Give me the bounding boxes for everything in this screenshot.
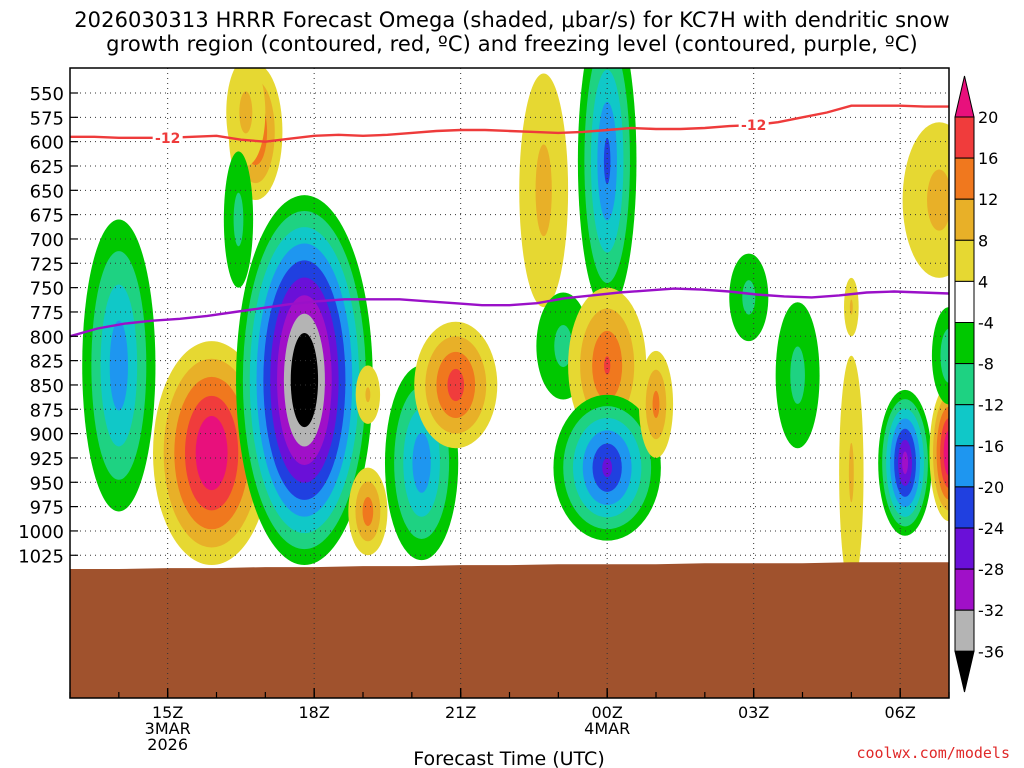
dgz-label-bg-1 (152, 128, 183, 145)
y-tick-label-800: 800 (30, 327, 64, 348)
colorbar-label-16: 16 (978, 149, 998, 168)
colorbar-cap-top (954, 75, 975, 118)
dgz-label-bg-2 (738, 116, 769, 133)
chart-title-line-2: growth region (contoured, red, ºC) and f… (106, 32, 918, 56)
y-tick-label-625: 625 (30, 157, 64, 178)
x-axis-label: Forecast Time (UTC) (413, 748, 604, 768)
x-tick-label-00Z-0: 00Z (592, 703, 623, 722)
omega-cell-8 (355, 365, 381, 424)
colorbar-box-9 (954, 445, 975, 488)
colorbar-label--12: -12 (978, 396, 1004, 415)
y-tick-label-775: 775 (30, 303, 64, 324)
colorbar-box-13 (954, 609, 975, 652)
colorbar-box-8 (954, 404, 975, 447)
colorbar-label-4: 4 (978, 272, 988, 291)
omega-cell-5 (223, 151, 254, 288)
colorbar-label-12: 12 (978, 190, 998, 209)
omega-shading (82, 68, 949, 590)
colorbar-label--32: -32 (978, 601, 1004, 620)
omega-cell-1 (82, 219, 156, 512)
colorbar-box-2 (954, 157, 975, 200)
contour-lines: -12 -12 (70, 104, 949, 338)
chart-title-line-1: 2026030313 HRRR Forecast Omega (shaded, … (74, 8, 950, 32)
colorbar-box-1 (954, 116, 975, 159)
y-tick-label-725: 725 (30, 254, 64, 275)
x-tick-label-06Z-0: 06Z (885, 703, 916, 722)
colorbar-label--24: -24 (978, 519, 1004, 538)
plot-grid (70, 68, 949, 698)
x-tick-label-15Z-1: 3MAR (145, 719, 191, 738)
colorbar-label--20: -20 (978, 478, 1004, 497)
colorbar-cap-bottom (954, 650, 975, 693)
freezing-level-line (70, 287, 949, 338)
omega-cell-24 (931, 307, 949, 405)
terrain (70, 562, 949, 698)
colorbar-box-5 (954, 280, 975, 323)
colorbar-label--16: -16 (978, 437, 1004, 456)
y-tick-label-1025: 1025 (18, 546, 64, 567)
colorbar-label--36: -36 (978, 642, 1004, 661)
watermark: coolwx.com/models (856, 744, 1010, 762)
colorbar-box-7 (954, 363, 975, 406)
colorbar-label-8: 8 (978, 231, 988, 250)
omega-cell-20 (844, 277, 859, 337)
y-tick-label-950: 950 (30, 473, 64, 494)
x-tick-label-21Z-0: 21Z (445, 703, 476, 722)
x-tick-label-15Z-0: 15Z (152, 703, 183, 722)
x-tick-label-18Z-0: 18Z (299, 703, 330, 722)
colorbar-label-20: 20 (978, 108, 998, 127)
dgz-label-2: -12 (741, 118, 766, 134)
axes: 550 575 600 625 650 675 700 725 750 775 800 825 850 8… (18, 67, 950, 754)
x-tick-label-03Z-0: 03Z (738, 703, 769, 722)
colorbar-box-10 (954, 486, 975, 529)
terrain-surface (70, 562, 949, 698)
y-tick-label-1000: 1000 (18, 522, 64, 543)
dgz-label-1: -12 (155, 131, 180, 147)
omega-cell-17 (729, 253, 769, 342)
colorbar-label--8: -8 (978, 355, 994, 374)
omega-cell-7 (348, 467, 388, 556)
omega-cell-15 (553, 394, 661, 541)
y-tick-label-825: 825 (30, 352, 64, 373)
omega-cell-4 (226, 68, 266, 166)
colorbar: 20 16 12 8 4 -4 -8 -12 -16 -20 -24 -28 -32 -36 (954, 75, 1004, 693)
y-tick-label-550: 550 (30, 84, 64, 105)
y-tick-label-600: 600 (30, 133, 64, 154)
y-tick-label-975: 975 (30, 498, 64, 519)
colorbar-box-12 (954, 568, 975, 611)
colorbar-box-3 (954, 198, 975, 241)
y-tick-label-650: 650 (30, 181, 64, 202)
dgz-minus12-line (70, 104, 949, 143)
y-tick-label-900: 900 (30, 425, 64, 446)
colorbar-box-6 (954, 322, 975, 365)
omega-cell-19 (839, 355, 864, 590)
y-tick-label-875: 875 (30, 400, 64, 421)
y-tick-label-750: 750 (30, 279, 64, 300)
y-tick-label-700: 700 (30, 230, 64, 251)
y-tick-label-575: 575 (30, 108, 64, 129)
omega-cell-13 (577, 68, 637, 312)
omega-cell-18 (775, 302, 820, 449)
y-tick-label-850: 850 (30, 376, 64, 397)
colorbar-label--28: -28 (978, 560, 1004, 579)
x-tick-label-00Z-1: 4MAR (584, 719, 630, 738)
omega-cell-21 (878, 389, 932, 536)
y-tick-label-675: 675 (30, 206, 64, 227)
colorbar-box-11 (954, 527, 975, 570)
x-tick-label-15Z-2: 2026 (147, 735, 188, 754)
colorbar-box-4 (954, 239, 975, 282)
omega-cell-16 (638, 350, 674, 458)
colorbar-label--4: -4 (978, 314, 994, 333)
y-tick-label-925: 925 (30, 449, 64, 470)
omega-cell-22 (902, 122, 949, 278)
